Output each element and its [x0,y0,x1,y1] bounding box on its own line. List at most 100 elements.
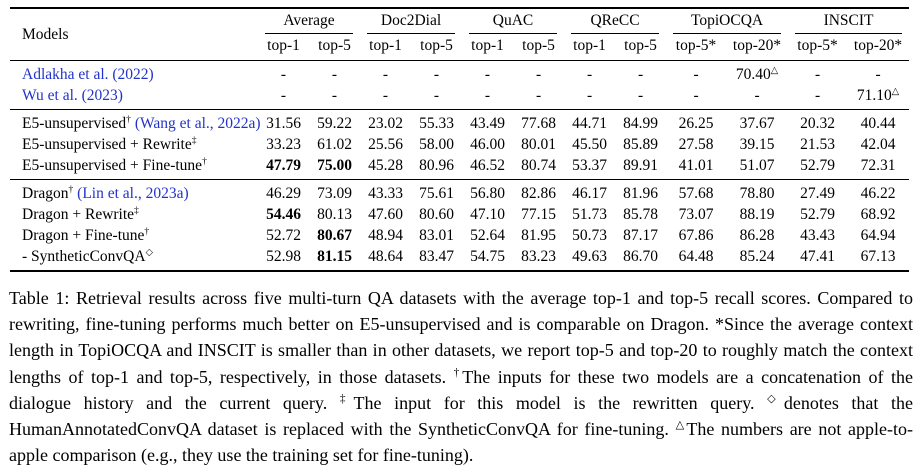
value-cell: 46.00 [470,136,505,153]
value-cell: 31.56 [266,115,301,132]
footnote-marker: † [126,113,131,125]
footnote-marker: † [202,155,207,167]
group-header-label: QReCC [571,12,660,34]
value-cell: 47.79 [258,155,309,180]
value-cell: 70.40△ [735,64,779,83]
value-cell: 23.02 [368,115,403,132]
value-cell: 47.41 [800,248,835,265]
group-header-label: Doc2Dial [367,12,456,34]
value-cell: 67.86 [678,227,714,244]
value-cell: 41.01 [666,155,727,180]
value-cell: 87.17 [623,227,658,244]
value-cell: - [360,85,411,110]
value-cell: 46.29 [266,185,301,202]
sub-header: top-5 [615,34,667,61]
table-row: Wu et al. (2023) - - - - - - - - - - -71.10△ [10,85,910,110]
value-cell: 53.37 [564,155,616,180]
value-cell: 71.10△ [847,85,910,110]
model-label: - SyntheticConvQA [22,248,146,265]
value-cell: 39.15 [739,136,775,153]
model-label: Dragon [22,185,69,202]
footnote-marker: ‡ [134,204,139,216]
table-row: Dragon + Rewrite‡ 54.46 80.13 47.60 80.60 47.… [10,204,909,225]
value-cell: - [258,85,309,110]
value-cell: 56.80 [470,185,505,202]
value-cell: 27.58 [678,136,714,153]
value-cell: - [666,85,727,110]
value-cell: 54.75 [470,248,505,265]
value-cell: 48.94 [368,227,403,244]
model-name-cell: E5-unsupervised† (Wang et al., 2022a) [10,110,261,135]
value-cell: 43.43 [800,227,835,244]
value-cell: - [484,66,491,83]
value-cell: 77.15 [521,206,556,223]
value-cell: 44.71 [572,115,607,132]
model-name-cell: Wu et al. (2023) [10,85,258,110]
value-cell: 82.86 [521,185,556,202]
value-cell: 47.60 [368,206,403,223]
value-cell: - [637,66,644,83]
value-cell: 27.49 [800,185,835,202]
model-name-cell: E5-unsupervised + Rewrite‡ [10,134,258,155]
group-header-quac: QuAC [462,8,564,34]
value-cell: - [433,66,440,83]
triangle-marker: △ [770,64,779,76]
value-cell: 43.49 [470,115,505,132]
footnote-marker: † [144,225,150,237]
value-cell: 81.95 [521,227,556,244]
sub-header: top-1 [360,34,411,61]
value-cell: 46.22 [860,185,896,202]
model-name-cell: Dragon + Rewrite‡ [10,204,258,225]
value-cell: 52.64 [470,227,505,244]
footnote-marker: ◇ [145,246,153,258]
value-cell: 42.04 [860,136,896,153]
citation-link[interactable]: (Wang et al., 2022a) [134,115,261,132]
caption-text: Table 1: Retrieval results across five m… [9,288,913,387]
sub-header: top-1 [258,34,309,61]
value-cell: 80.01 [521,136,556,153]
model-name-cell: Dragon† (Lin et al., 2023a) [10,180,258,205]
sub-header: top-5* [788,34,848,61]
value-cell: - [280,66,287,83]
value-cell: - [814,66,821,83]
value-cell: 47.10 [470,206,505,223]
value-cell: - [382,66,389,83]
value-cell: - [564,85,616,110]
value-cell: 88.19 [739,206,775,223]
value-cell: 40.44 [860,115,896,132]
value-cell: 81.96 [623,185,658,202]
value-cell: 80.13 [317,206,352,223]
value-cell: - [586,66,593,83]
value-cell: - [462,85,514,110]
group-header-inscit: INSCIT [788,8,909,34]
value-cell: 85.89 [623,136,658,153]
value-cell: 59.22 [317,115,352,132]
sub-header: top-20* [847,34,910,61]
table-row: E5-unsupervised† (Wang et al., 2022a) 31.… [10,110,909,135]
group-header-label: TopiOCQA [673,12,782,34]
table-wrapper: Models Average Doc2Dial QuAC QReCC TopiOCQA I… [10,7,921,272]
sub-header: top-5* [666,34,727,61]
value-cell: 50.73 [572,227,607,244]
table-row: E5-unsupervised + Rewrite‡ 33.23 61.02 25.5… [10,134,909,155]
value-cell: 51.73 [572,206,607,223]
group-header-row: Models Average Doc2Dial QuAC QReCC TopiOCQA I… [10,8,909,61]
value-cell: 57.68 [678,185,714,202]
value-cell: - [788,85,848,110]
table-row: Adlakha et al. (2022) - - - - - - - - - 70.40△ - - [10,61,909,86]
value-cell: 80.96 [411,155,463,180]
value-cell: 83.01 [419,227,454,244]
caption-text: denotes that the HumanAnnotatedConvQA da… [9,392,914,440]
value-cell: 21.53 [800,136,835,153]
paper-table-figure: Models Average Doc2Dial QuAC QReCC TopiOCQA I… [0,7,921,468]
value-cell: 46.17 [572,185,607,202]
results-table-body: Adlakha et al. (2022) - - - - - - - - -70.40△ - - Wu… [10,61,910,272]
citation-link[interactable]: Wu et al. (2023) [22,87,123,104]
value-cell: 45.28 [360,155,411,180]
model-label: Dragon + Rewrite [22,206,135,223]
citation-link[interactable]: Adlakha et al. (2022) [22,66,154,83]
value-cell: 68.92 [860,206,896,223]
citation-link[interactable]: (Lin et al., 2023a) [77,185,189,202]
group-header-topiocqa: TopiOCQA [666,8,788,34]
value-cell: - [513,85,565,110]
